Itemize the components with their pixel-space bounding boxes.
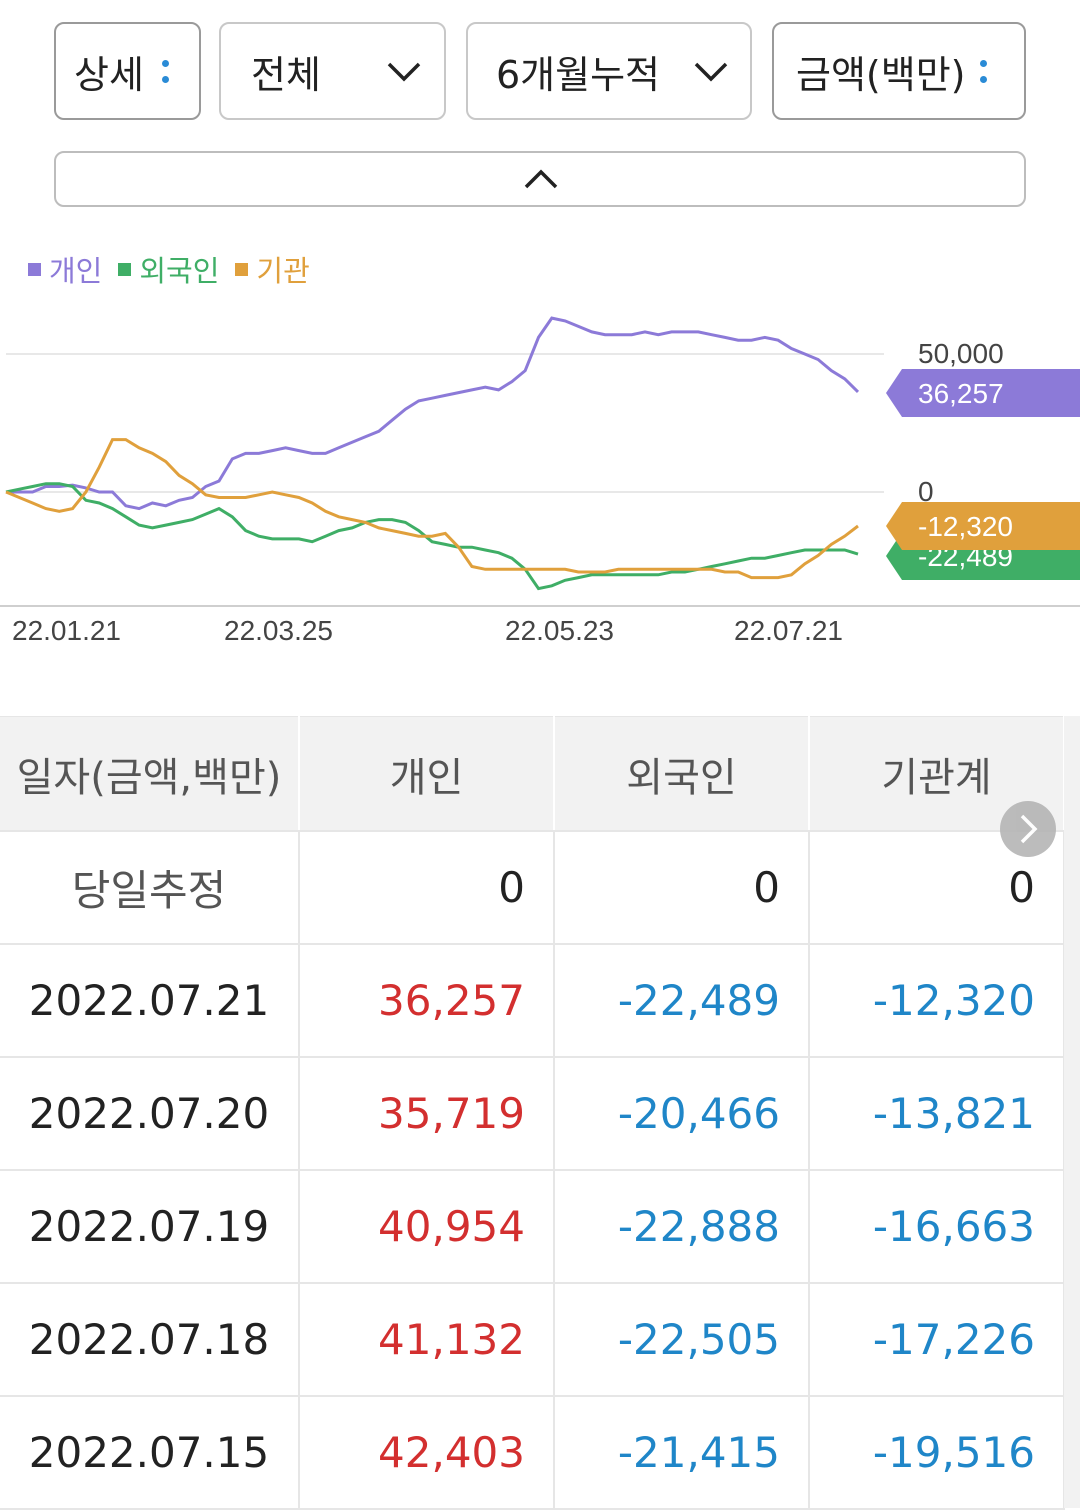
more-vert-icon: [979, 59, 987, 83]
collapse-toggle-button[interactable]: [54, 151, 1026, 207]
period-select[interactable]: 6개월누적: [466, 22, 752, 120]
x-tick-label: 22.03.25: [224, 615, 333, 646]
chevron-down-icon: [387, 62, 421, 82]
y-tick-label: 50,000: [918, 338, 1004, 369]
legend-swatch: [235, 262, 249, 276]
y-tick-label: 0: [918, 476, 934, 507]
unit-menu-button[interactable]: 금액(백만): [772, 22, 1026, 120]
row-date: 2022.07.21: [0, 944, 300, 1058]
chevron-down-icon: [694, 62, 728, 82]
row-foreign: -22,489: [554, 944, 810, 1058]
investor-flow-chart: 50,000 0 -22,489 -12,320 36,257 22.01.21…: [0, 316, 1080, 646]
unit-label: 금액(백만): [796, 52, 966, 97]
table-row: 2022.07.15 42,403 -21,415 -19,516: [0, 1396, 1065, 1510]
table-header-row: 일자(금액,백만) 개인 외국인 기관계: [0, 716, 1065, 832]
x-tick-label: 22.01.21: [12, 615, 121, 646]
scroll-right-button[interactable]: [1000, 801, 1056, 857]
table-row: 2022.07.20 35,719 -20,466 -13,821: [0, 1057, 1065, 1171]
legend-institution: 기관: [235, 248, 310, 290]
table-scroll-edge: [1064, 716, 1080, 1508]
row-date: 2022.07.19: [0, 1170, 300, 1284]
column-header-date: 일자(금액,백만): [0, 716, 300, 832]
series-line-institution: [5, 438, 859, 580]
row-institution: -16,663: [809, 1170, 1065, 1284]
legend-label: 개인: [49, 254, 103, 288]
row-institution: -19,516: [809, 1396, 1065, 1510]
more-vert-icon: [161, 59, 169, 83]
table-row: 당일추정 0 0 0: [0, 831, 1065, 945]
chevron-right-icon: [1020, 814, 1038, 844]
scope-select[interactable]: 전체: [219, 22, 446, 120]
column-header-foreign: 외국인: [554, 716, 810, 832]
row-date: 2022.07.18: [0, 1283, 300, 1397]
detail-label: 상세: [74, 52, 144, 97]
series-line-foreign: [5, 482, 859, 591]
table-row: 2022.07.21 36,257 -22,489 -12,320: [0, 944, 1065, 1058]
detail-menu-button[interactable]: 상세: [54, 22, 201, 120]
row-date: 2022.07.20: [0, 1057, 300, 1171]
row-foreign: -22,888: [554, 1170, 810, 1284]
row-foreign: -21,415: [554, 1396, 810, 1510]
chart-legend: 개인 외국인 기관: [28, 248, 310, 290]
table-row: 2022.07.19 40,954 -22,888 -16,663: [0, 1170, 1065, 1284]
legend-swatch: [28, 262, 41, 276]
table-row: 2022.07.18 41,132 -22,505 -17,226: [0, 1283, 1065, 1397]
row-individual: 41,132: [299, 1283, 555, 1397]
investor-table: 일자(금액,백만) 개인 외국인 기관계 당일추정 0 0 0 2022.07.…: [0, 716, 1080, 1510]
legend-individual: 개인: [28, 248, 102, 290]
tag-individual-label: 36,257: [918, 378, 1004, 409]
chevron-up-icon: [524, 169, 558, 189]
row-individual: 40,954: [299, 1170, 555, 1284]
x-tick-label: 22.07.21: [734, 615, 843, 646]
legend-label: 기관: [256, 254, 310, 288]
period-label: 6개월누적: [496, 52, 661, 97]
row-individual: 35,719: [299, 1057, 555, 1171]
x-tick-label: 22.05.23: [505, 615, 614, 646]
tag-institution-label: -12,320: [918, 511, 1013, 542]
row-foreign: -20,466: [554, 1057, 810, 1171]
row-institution: -12,320: [809, 944, 1065, 1058]
legend-label: 외국인: [139, 254, 220, 288]
row-institution: -17,226: [809, 1283, 1065, 1397]
row-foreign: -22,505: [554, 1283, 810, 1397]
row-foreign: 0: [554, 831, 810, 945]
legend-foreign: 외국인: [118, 248, 219, 290]
scope-label: 전체: [251, 52, 321, 97]
tag-institution: -12,320: [886, 502, 1080, 550]
row-individual: 0: [299, 831, 555, 945]
tag-individual: 36,257: [886, 369, 1080, 417]
row-date: 2022.07.15: [0, 1396, 300, 1510]
row-institution: -13,821: [809, 1057, 1065, 1171]
legend-swatch: [118, 262, 132, 276]
column-header-individual: 개인: [299, 716, 555, 832]
row-individual: 36,257: [299, 944, 555, 1058]
row-date: 당일추정: [0, 831, 300, 945]
row-individual: 42,403: [299, 1396, 555, 1510]
series-line-individual: [6, 316, 860, 511]
